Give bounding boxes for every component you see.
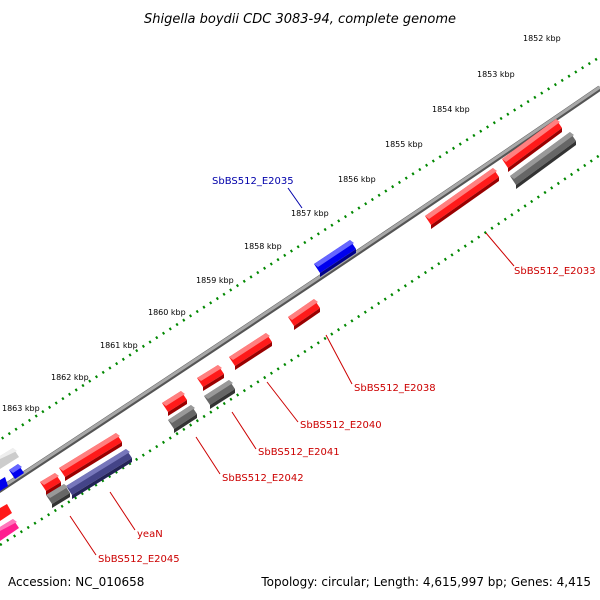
label-leaders: [69, 187, 515, 556]
gene-feature[interactable]: [0, 504, 12, 521]
gene-feature[interactable]: [197, 365, 224, 391]
tick-label: 1854 kbp: [432, 105, 470, 114]
gene-feature[interactable]: [46, 484, 70, 508]
gene-feature[interactable]: [425, 168, 499, 229]
genome-backbone-highlight: [0, 85, 600, 491]
gene-label-e2042[interactable]: SbBS512_E2042: [222, 473, 304, 484]
gene-labels: SbBS512_E2035 SbBS512_E2033 SbBS512_E203…: [98, 176, 596, 565]
tick-label: 1859 kbp: [196, 276, 234, 285]
tick-label: 1852 kbp: [523, 34, 561, 43]
tick-label: 1853 kbp: [477, 70, 515, 79]
gene-feature[interactable]: [162, 391, 187, 416]
tick-label: 1863 kbp: [2, 404, 40, 413]
gene-feature[interactable]: [229, 333, 272, 370]
gene-feature[interactable]: [204, 380, 235, 409]
gene-feature[interactable]: [40, 473, 61, 495]
tick-label: 1855 kbp: [385, 140, 423, 149]
ruler-labels: 1852 kbp 1853 kbp 1854 kbp 1855 kbp 1856…: [2, 34, 561, 413]
accession-text: Accession: NC_010658: [8, 575, 144, 589]
gene-label-e2038[interactable]: SbBS512_E2038: [354, 383, 436, 394]
tick-label: 1856 kbp: [338, 175, 376, 184]
tick-label: 1861 kbp: [100, 341, 138, 350]
gene-feature[interactable]: [168, 405, 197, 433]
tick-label: 1858 kbp: [244, 242, 282, 251]
gene-feature[interactable]: [502, 119, 562, 172]
gene-feature[interactable]: [0, 477, 8, 491]
outer-ruler-ring: [0, 55, 600, 442]
gene-feature[interactable]: [59, 433, 122, 481]
gene-label-e2045[interactable]: SbBS512_E2045: [98, 554, 180, 565]
gene-feature[interactable]: [288, 299, 320, 330]
gene-feature[interactable]: [0, 448, 19, 469]
tick-label: 1860 kbp: [148, 308, 186, 317]
gene-features: [0, 119, 576, 541]
gene-feature-highlighted[interactable]: [314, 240, 356, 277]
map-title: Shigella boydii CDC 3083-94, complete ge…: [144, 12, 456, 27]
gene-label-e2033[interactable]: SbBS512_E2033: [514, 266, 596, 277]
gene-feature-yean[interactable]: [66, 449, 132, 499]
gene-feature[interactable]: [0, 519, 19, 541]
gene-feature[interactable]: [510, 132, 576, 189]
gene-label-yean[interactable]: yeaN: [137, 529, 163, 540]
gene-label-e2041[interactable]: SbBS512_E2041: [258, 447, 340, 458]
genome-summary-text: Topology: circular; Length: 4,615,997 bp…: [260, 575, 591, 589]
gene-label-e2040[interactable]: SbBS512_E2040: [300, 420, 382, 431]
tick-label: 1857 kbp: [291, 209, 329, 218]
gene-feature[interactable]: [9, 464, 24, 479]
gene-label-e2035[interactable]: SbBS512_E2035: [212, 176, 294, 187]
tick-label: 1862 kbp: [51, 373, 89, 382]
